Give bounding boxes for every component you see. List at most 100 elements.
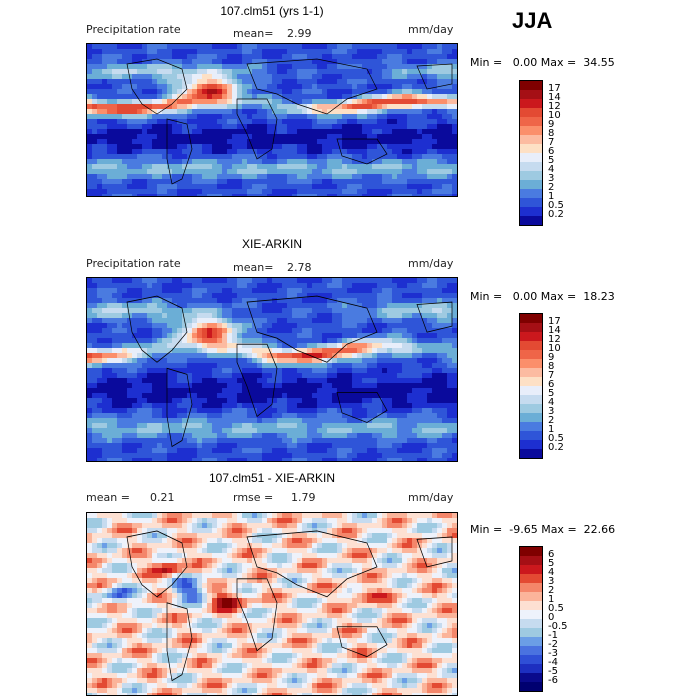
- colorbar-tick-label: 0.5: [548, 603, 564, 614]
- colorbar-swatch: [520, 189, 542, 198]
- map-field: [87, 278, 457, 461]
- colorbar: [519, 546, 543, 692]
- colorbar-tick-label: -6: [548, 675, 558, 686]
- colorbar-swatch: [520, 144, 542, 153]
- colorbar-tick-label: 7: [548, 370, 555, 381]
- colorbar-tick-label: -1: [548, 630, 558, 641]
- colorbar-swatch: [520, 198, 542, 207]
- mean-value: 0.21: [150, 491, 175, 504]
- colorbar-swatch: [520, 341, 542, 350]
- colorbar-tick-label: -5: [548, 666, 558, 677]
- colorbar-swatch: [520, 332, 542, 341]
- colorbar-tick-label: 12: [548, 101, 561, 112]
- colorbar-tick-label: 8: [548, 361, 555, 372]
- colorbar-tick-label: 0.2: [548, 209, 564, 220]
- mean-label: mean=: [233, 261, 274, 274]
- colorbar-swatch: [520, 565, 542, 574]
- colorbar-swatch: [520, 395, 542, 404]
- colorbar-tick-label: 5: [548, 155, 555, 166]
- colorbar-tick-label: 1: [548, 594, 555, 605]
- colorbar-swatch: [520, 592, 542, 601]
- colorbar-swatch: [520, 153, 542, 162]
- colorbar-tick-label: 9: [548, 119, 555, 130]
- rmse-label: rmse =: [233, 491, 274, 504]
- panel-title: XIE-ARKIN: [241, 237, 302, 251]
- colorbar-swatch: [520, 368, 542, 377]
- colorbar-swatch: [520, 359, 542, 368]
- map-field: [87, 513, 457, 695]
- colorbar-swatch: [520, 162, 542, 171]
- colorbar-tick-label: 0.5: [548, 433, 564, 444]
- colorbar-swatch: [520, 682, 542, 691]
- colorbar-tick-label: 4: [548, 567, 555, 578]
- colorbar-tick-label: 6: [548, 379, 555, 390]
- colorbar-swatch: [520, 556, 542, 565]
- min-label: Min =: [470, 290, 503, 303]
- colorbar-swatch: [520, 126, 542, 135]
- panel-title: 107.clm51 - XIE-ARKIN: [208, 471, 336, 485]
- mean-value: 2.78: [287, 261, 312, 274]
- max-label: Max =: [540, 290, 577, 303]
- precip-map: [86, 43, 458, 197]
- mean-value: 2.99: [287, 27, 312, 40]
- colorbar-tick-label: 4: [548, 397, 555, 408]
- colorbar-tick-label: 6: [548, 146, 555, 157]
- colorbar-swatch: [520, 628, 542, 637]
- colorbar-tick-label: 7: [548, 137, 555, 148]
- units-label: mm/day: [408, 491, 454, 504]
- colorbar-tick-label: 1: [548, 424, 555, 435]
- units-label: mm/day: [408, 23, 454, 36]
- coastlines: [126, 295, 453, 448]
- rmse-value: 1.79: [291, 491, 316, 504]
- colorbar-tick-label: 17: [548, 83, 561, 94]
- colorbar-swatch: [520, 81, 542, 90]
- colorbar-swatch: [520, 314, 542, 323]
- colorbar-swatch: [520, 583, 542, 592]
- field-cells: [87, 513, 457, 695]
- colorbar-swatch: [520, 386, 542, 395]
- coastlines: [126, 58, 453, 185]
- colorbar-tick-label: 0: [548, 612, 555, 623]
- colorbar-swatch: [520, 108, 542, 117]
- coastlines: [126, 530, 453, 682]
- panel-title: 107.clm51 (yrs 1-1): [220, 4, 324, 18]
- colorbar-swatch: [520, 431, 542, 440]
- min-value: 0.00: [512, 290, 538, 303]
- colorbar-swatch: [520, 574, 542, 583]
- min-max-readout: Min = 0.00 Max = 18.23: [470, 290, 615, 303]
- map-field: [87, 44, 457, 196]
- colorbar-tick-label: 0.5: [548, 200, 564, 211]
- colorbar-swatch: [520, 207, 542, 216]
- colorbar-swatch: [520, 637, 542, 646]
- colorbar-swatch: [520, 655, 542, 664]
- precip-map: [86, 277, 458, 462]
- colorbar-swatch: [520, 216, 542, 225]
- colorbar-swatch: [520, 673, 542, 682]
- colorbar-swatch: [520, 90, 542, 99]
- units-label: mm/day: [408, 257, 454, 270]
- colorbar-tick-label: 14: [548, 325, 561, 336]
- colorbar: [519, 80, 543, 226]
- season-label: JJA: [512, 8, 553, 33]
- colorbar-swatch: [520, 413, 542, 422]
- colorbar: [519, 313, 543, 459]
- colorbar-tick-label: 3: [548, 576, 555, 587]
- colorbar-swatch: [520, 547, 542, 556]
- colorbar-tick-label: 2: [548, 415, 555, 426]
- max-label: Max =: [540, 56, 577, 69]
- mean-label: mean=: [233, 27, 274, 40]
- colorbar-swatch: [520, 440, 542, 449]
- colorbar-tick-label: 1: [548, 191, 555, 202]
- colorbar-swatch: [520, 610, 542, 619]
- colorbar-swatch: [520, 404, 542, 413]
- min-label: Min =: [470, 523, 503, 536]
- max-value: 18.23: [583, 290, 615, 303]
- colorbar-tick-label: 12: [548, 334, 561, 345]
- colorbar-swatch: [520, 135, 542, 144]
- colorbar-swatch: [520, 350, 542, 359]
- colorbar-tick-label: 17: [548, 316, 561, 327]
- colorbar-tick-label: 9: [548, 352, 555, 363]
- colorbar-tick-label: 10: [548, 343, 561, 354]
- colorbar-swatch: [520, 619, 542, 628]
- colorbar-tick-label: 4: [548, 164, 555, 175]
